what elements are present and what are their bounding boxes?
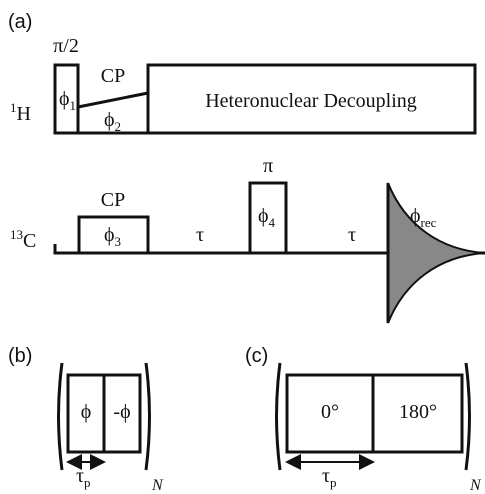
text-part: 2 bbox=[115, 119, 122, 134]
text-part: τ bbox=[322, 465, 330, 487]
repeat: N bbox=[151, 477, 164, 494]
panel-label: (b) bbox=[8, 345, 32, 367]
text-part: 1 bbox=[10, 100, 17, 115]
cp-label: CP bbox=[101, 189, 125, 211]
text-part: ϕ bbox=[410, 205, 421, 227]
baseline bbox=[53, 244, 485, 255]
bracket bbox=[57, 362, 151, 471]
phase: ϕ3 bbox=[104, 224, 121, 249]
phase: ϕrec bbox=[410, 205, 437, 230]
bracket bbox=[275, 362, 471, 471]
panel-label: (a) bbox=[8, 11, 32, 33]
phase: 180° bbox=[399, 401, 437, 423]
decoupling-block bbox=[146, 63, 477, 135]
text-part: ϕ bbox=[104, 224, 115, 246]
pulse bbox=[248, 181, 288, 255]
text-part: H bbox=[17, 103, 31, 125]
text-part: 13 bbox=[10, 227, 23, 242]
phase: 0° bbox=[321, 401, 339, 423]
phase: -ϕ bbox=[113, 401, 130, 423]
delay: τ bbox=[196, 224, 204, 246]
text-part: p bbox=[330, 475, 337, 490]
phase: ϕ bbox=[81, 401, 92, 423]
phase: ϕ1 bbox=[59, 88, 76, 113]
panel-label: (c) bbox=[245, 345, 268, 367]
text-part: 4 bbox=[269, 215, 276, 230]
text-part: 3 bbox=[115, 234, 122, 249]
text-part: p bbox=[84, 475, 91, 490]
channel-label: 1H bbox=[10, 100, 31, 125]
cp-ramp bbox=[77, 91, 149, 135]
text-part: rec bbox=[421, 215, 437, 230]
cp-pulse bbox=[77, 215, 150, 255]
phase: ϕ4 bbox=[258, 205, 276, 230]
text-part: C bbox=[23, 230, 36, 252]
cp-label: CP bbox=[101, 65, 125, 87]
delay: τ bbox=[348, 224, 356, 246]
channel-label: 13C bbox=[10, 227, 36, 252]
repeat: N bbox=[469, 477, 482, 494]
text-part: 1 bbox=[70, 98, 77, 113]
decoupling-label: Heteronuclear Decoupling bbox=[205, 90, 417, 112]
phase: ϕ2 bbox=[104, 109, 121, 134]
pulse bbox=[53, 63, 80, 135]
pulse-label: π/2 bbox=[53, 35, 79, 57]
pulse-width: τp bbox=[322, 465, 337, 490]
pulse-width: τp bbox=[76, 465, 91, 490]
text-part: ϕ bbox=[104, 109, 115, 131]
text-part: τ bbox=[76, 465, 84, 487]
fid bbox=[387, 182, 485, 324]
text-part: ϕ bbox=[59, 88, 70, 110]
pulse-label: π bbox=[263, 155, 273, 177]
text-part: ϕ bbox=[258, 205, 269, 227]
